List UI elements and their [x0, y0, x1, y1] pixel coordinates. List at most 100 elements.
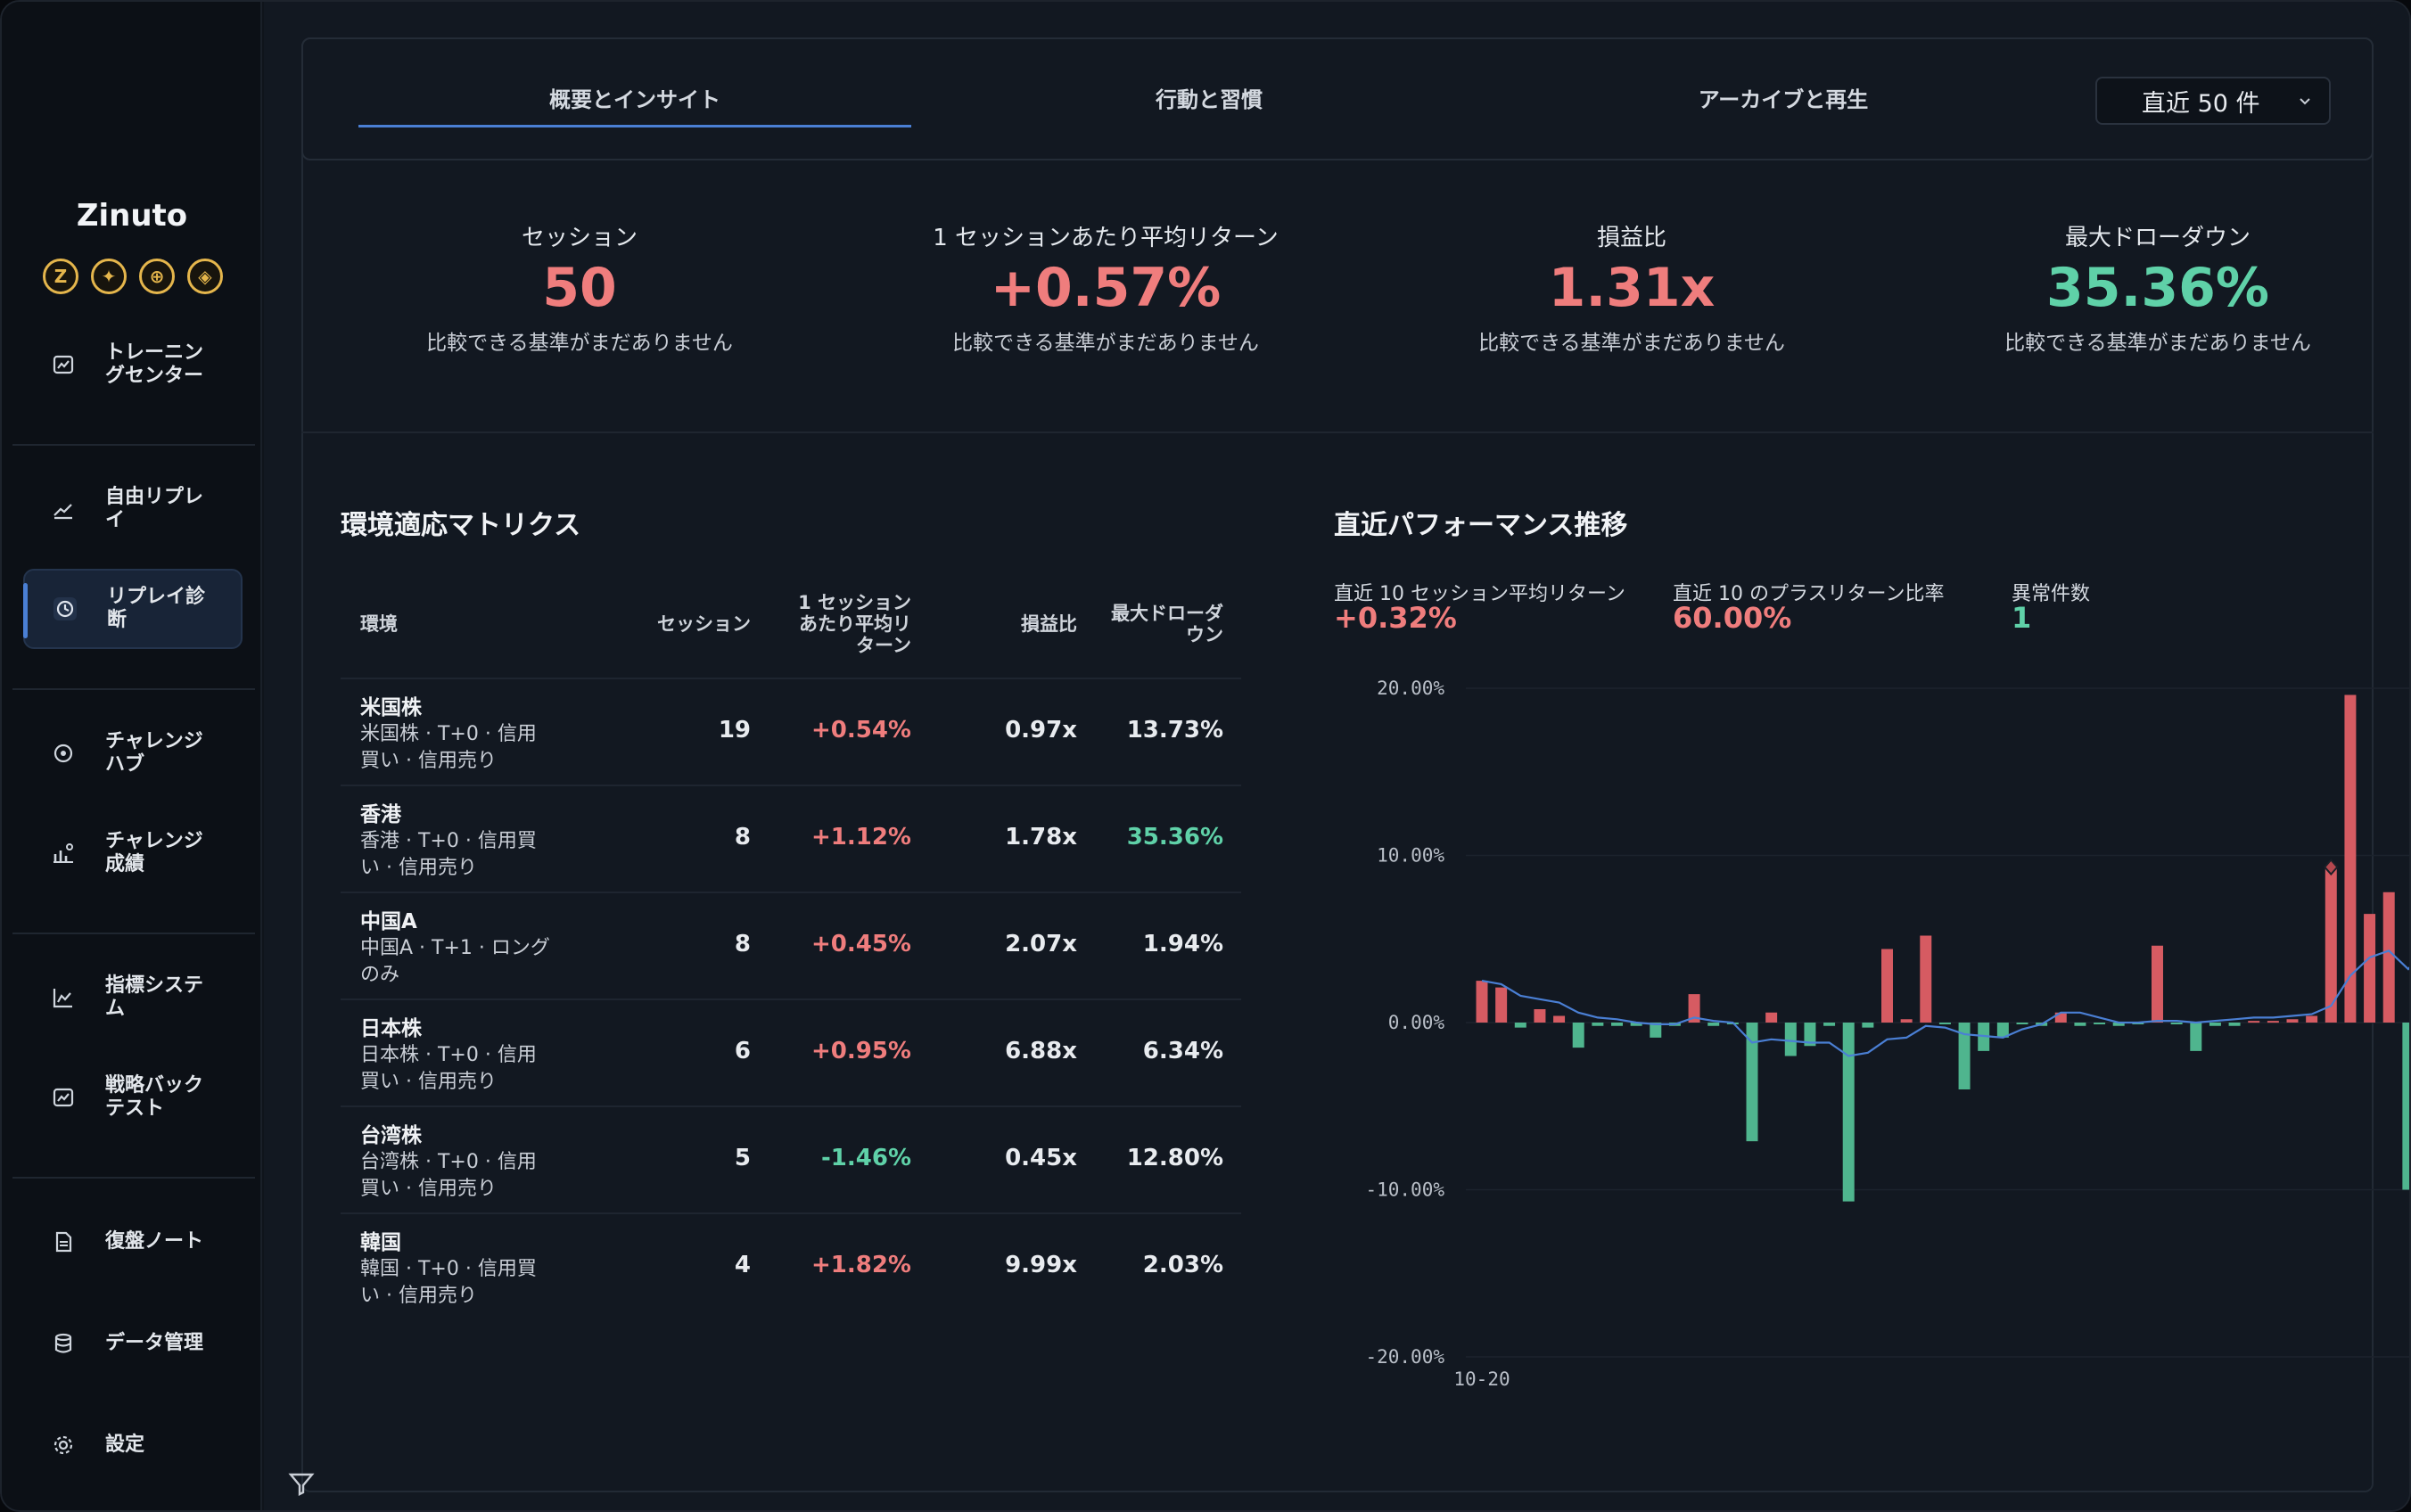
header-line: 1 セッション — [798, 592, 911, 613]
table-row[interactable]: 日本株 日本株 · T+0 · 信用 買い · 信用売り 6 +0.95% 6.… — [341, 998, 1241, 1105]
app-name: Zinuto — [76, 198, 188, 234]
sidebar-item-challenge-hub[interactable]: チャレンジハブ — [23, 713, 243, 793]
bar — [1920, 935, 1932, 1023]
env-desc: 米国株 · T+0 · 信用 — [360, 723, 537, 745]
pl-ratio-cell: 2.07x — [1005, 931, 1077, 957]
stat-label: 1 セッションあたり平均リターン — [933, 225, 1279, 251]
perf-metric-value: 1 — [2012, 601, 2032, 635]
sidebar-divider — [12, 933, 255, 934]
bar — [1495, 987, 1508, 1023]
main-panel: 概要とインサイト 行動と習慣 アーカイブと再生 直近 50 件 セッション 50… — [264, 2, 2409, 1510]
sessions-cell: 5 — [734, 1145, 751, 1171]
bar — [2094, 1023, 2106, 1024]
env-name: 中国A — [360, 910, 417, 933]
stat-sub: 比較できる基準がまだありません — [426, 332, 733, 355]
env-desc: 買い · 信用売り — [360, 1178, 497, 1200]
col-header-sessions: セッション — [657, 613, 751, 635]
bar — [2267, 1021, 2279, 1023]
stat-label: 損益比 — [1596, 225, 1666, 251]
table-row[interactable]: 米国株 米国株 · T+0 · 信用 買い · 信用売り 19 +0.54% 0… — [341, 678, 1241, 785]
table-row[interactable]: 中国A 中国A · T+1 · ロング のみ 8 +0.45% 2.07x 1.… — [341, 892, 1241, 998]
y-tick-label: -20.00% — [1365, 1346, 1444, 1368]
bar — [2248, 1021, 2260, 1023]
stat-pl-ratio: 損益比 1.31x 比較できる基準がまだありません — [1382, 219, 1881, 356]
y-tick-label: 20.00% — [1377, 678, 1444, 699]
sidebar-divider — [12, 688, 255, 690]
env-cell: 米国株 米国株 · T+0 · 信用 買い · 信用売り — [360, 690, 583, 774]
sidebar-item-label: チャレンジ成績 — [105, 830, 203, 875]
sidebar-item-review-notes[interactable]: 復盤ノート — [23, 1202, 243, 1282]
sessions-cell: 4 — [734, 1252, 751, 1278]
sidebar-item-label: チャレンジハブ — [105, 730, 203, 776]
avg-return-cell: +1.82% — [811, 1252, 911, 1278]
avg-return-cell: +0.95% — [811, 1038, 911, 1064]
line-chart-icon — [46, 986, 80, 1009]
y-tick-label: -10.00% — [1365, 1179, 1444, 1201]
sidebar-item-data-management[interactable]: データ管理 — [23, 1303, 243, 1384]
pl-ratio-cell: 1.78x — [1005, 824, 1077, 850]
sessions-cell: 8 — [734, 824, 751, 850]
env-desc: い · 信用売り — [360, 857, 477, 879]
bar — [1784, 1023, 1797, 1056]
rolling-average-line — [1481, 949, 2409, 1057]
table-row[interactable]: 台湾株 台湾株 · T+0 · 信用 買い · 信用売り 5 -1.46% 0.… — [341, 1105, 1241, 1212]
bar — [1900, 1019, 1913, 1023]
range-select[interactable]: 直近 50 件 — [2095, 77, 2331, 125]
sidebar-item-strategy-backtest[interactable]: 戦略バックテスト — [23, 1057, 243, 1138]
header-line: ウン — [1186, 624, 1223, 645]
bar — [2286, 1019, 2299, 1023]
sidebar-item-indicator-system[interactable]: 指標システム — [23, 957, 243, 1038]
env-name: 香港 — [360, 803, 401, 826]
pl-ratio-cell: 0.97x — [1005, 717, 1077, 744]
sidebar-item-replay-diagnosis[interactable]: リプレイ診断 — [23, 569, 243, 649]
chart-image-icon — [46, 1086, 80, 1109]
sessions-cell: 19 — [718, 717, 751, 744]
bar — [1881, 949, 1893, 1023]
sidebar-item-settings[interactable]: 設定 — [23, 1405, 243, 1485]
stat-label: セッション — [521, 225, 638, 251]
filter-icon[interactable] — [287, 1469, 316, 1501]
perf-metric-label: 直近 10 セッション平均リターン — [1334, 583, 1625, 605]
avg-return-cell: +0.45% — [811, 931, 911, 957]
sidebar-item-challenge-results[interactable]: チャレンジ成績 — [23, 813, 243, 893]
drawdown-cell: 35.36% — [1126, 824, 1223, 850]
header-line: あたり平均リ — [799, 613, 911, 635]
bar — [2074, 1023, 2086, 1026]
target-icon — [46, 742, 80, 765]
sidebar-item-training-center[interactable]: トレーニングセンター — [23, 325, 243, 405]
env-name: 台湾株 — [360, 1124, 422, 1147]
performance-chart: 20.00% 10.00% 0.00% -10.00% -20.00% 10-20 — [1365, 678, 2409, 1390]
pl-ratio-cell: 6.88x — [1005, 1038, 1077, 1064]
stat-value: +0.57% — [990, 257, 1222, 319]
col-header-env: 環境 — [360, 613, 398, 635]
env-name: 米国株 — [360, 696, 422, 719]
bar — [1572, 1023, 1584, 1048]
bar — [1611, 1023, 1623, 1026]
chevron-down-icon — [2295, 91, 2315, 114]
bar — [2306, 1015, 2318, 1023]
bar — [1823, 1023, 1836, 1026]
bar — [1746, 1023, 1758, 1142]
table-row[interactable]: 韓国 韓国 · T+0 · 信用買 い · 信用売り 4 +1.82% 9.99… — [341, 1212, 1241, 1319]
col-header-pl: 損益比 — [1021, 613, 1077, 635]
bar — [2209, 1023, 2221, 1026]
tab-overview[interactable]: 概要とインサイト — [549, 87, 720, 112]
range-select-value: 直近 50 件 — [2142, 89, 2260, 118]
drawdown-cell: 2.03% — [1142, 1252, 1223, 1278]
stat-value: 35.36% — [2046, 257, 2269, 319]
stat-sub: 比較できる基準がまだありません — [952, 332, 1259, 355]
bar — [1688, 994, 1700, 1023]
env-desc: 台湾株 · T+0 · 信用 — [360, 1151, 537, 1173]
tab-behavior[interactable]: 行動と習慣 — [1156, 87, 1263, 112]
stat-value: 50 — [542, 257, 617, 319]
env-desc: 日本株 · T+0 · 信用 — [360, 1044, 537, 1066]
bar — [1707, 1023, 1720, 1026]
tab-archive[interactable]: アーカイブと再生 — [1698, 87, 1869, 112]
trend-icon — [46, 497, 80, 521]
env-desc: 香港 · T+0 · 信用買 — [360, 830, 537, 852]
table-row[interactable]: 香港 香港 · T+0 · 信用買 い · 信用売り 8 +1.12% 1.78… — [341, 785, 1241, 892]
drawdown-cell: 13.73% — [1126, 717, 1223, 744]
sidebar-divider — [12, 1177, 255, 1179]
sidebar-item-free-replay[interactable]: 自由リプレイ — [23, 469, 243, 549]
